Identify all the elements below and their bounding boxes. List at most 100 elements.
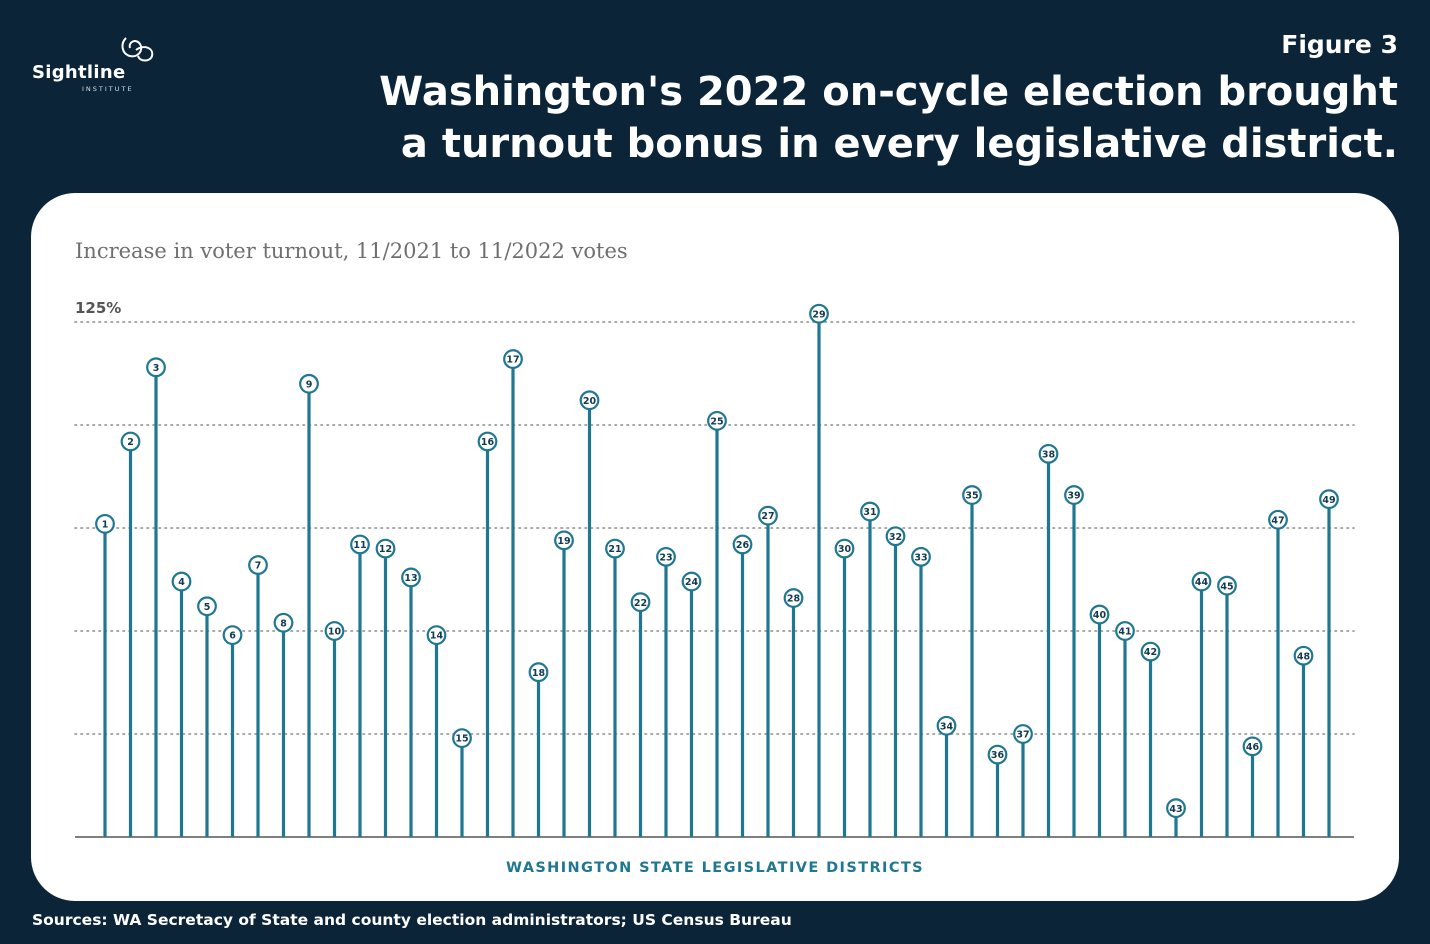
district-label-33: 33 [914, 552, 927, 563]
district-11-lollipop: 11 [350, 534, 370, 837]
marker-40 [1089, 604, 1110, 625]
district-label-28: 28 [787, 594, 801, 605]
y-tick-label: 125% [75, 299, 121, 317]
district-36-lollipop: 36 [987, 744, 1008, 837]
district-label-15: 15 [455, 734, 468, 745]
district-20-lollipop: 20 [579, 390, 600, 837]
district-5-lollipop: 5 [197, 596, 217, 837]
marker-4 [171, 571, 192, 592]
district-42-lollipop: 42 [1140, 641, 1161, 837]
district-label-8: 8 [280, 618, 287, 629]
district-label-20: 20 [583, 396, 597, 407]
district-25-lollipop: 25 [707, 410, 727, 837]
district-label-36: 36 [991, 750, 1005, 761]
district-27-lollipop: 27 [758, 505, 778, 837]
district-35-lollipop: 35 [962, 485, 982, 837]
district-label-32: 32 [889, 532, 902, 543]
district-49-lollipop: 49 [1319, 489, 1339, 837]
district-46-lollipop: 46 [1242, 736, 1263, 837]
marker-47 [1268, 509, 1288, 530]
marker-2 [120, 431, 141, 452]
marker-10 [324, 621, 345, 641]
district-44-lollipop: 44 [1191, 571, 1212, 837]
marker-13 [401, 567, 421, 588]
figure-label: Figure 3 [1281, 30, 1398, 59]
marker-46 [1242, 736, 1263, 757]
x-axis-label: Washington state legislative districts [505, 860, 925, 876]
district-label-41: 41 [1118, 627, 1131, 638]
marker-33 [911, 546, 931, 567]
district-label-29: 29 [812, 309, 825, 320]
district-10-lollipop: 10 [324, 621, 345, 837]
district-label-45: 45 [1220, 581, 1233, 592]
sightline-swirl-icon [121, 37, 154, 62]
district-37-lollipop: 37 [1013, 724, 1033, 837]
district-label-25: 25 [710, 416, 723, 427]
district-23-lollipop: 23 [656, 546, 676, 837]
district-1-lollipop: 1 [95, 513, 115, 837]
district-45-lollipop: 45 [1217, 575, 1237, 837]
marker-1 [95, 513, 115, 534]
marker-14 [426, 625, 447, 646]
district-28-lollipop: 28 [783, 588, 804, 837]
marker-38 [1038, 443, 1059, 464]
district-15-lollipop: 15 [452, 728, 472, 837]
brand-tagline: INSTITUTE [82, 85, 134, 93]
district-label-22: 22 [634, 598, 647, 609]
headline-line-1: Washington's 2022 on-cycle election brou… [379, 69, 1398, 115]
district-48-lollipop: 48 [1293, 645, 1314, 837]
district-label-16: 16 [481, 437, 495, 448]
district-39-lollipop: 39 [1064, 485, 1084, 837]
district-label-46: 46 [1246, 742, 1260, 753]
district-6-lollipop: 6 [222, 625, 243, 837]
district-label-14: 14 [430, 631, 444, 642]
district-label-38: 38 [1042, 449, 1056, 460]
district-label-18: 18 [532, 668, 546, 679]
district-label-47: 47 [1271, 515, 1284, 526]
district-label-43: 43 [1169, 804, 1182, 815]
marker-35 [962, 485, 982, 505]
district-43-lollipop: 43 [1166, 798, 1186, 837]
district-16-lollipop: 16 [477, 431, 498, 837]
district-label-12: 12 [379, 544, 392, 555]
marker-31 [860, 501, 880, 522]
district-14-lollipop: 14 [426, 625, 447, 837]
marker-44 [1191, 571, 1212, 592]
district-4-lollipop: 4 [171, 571, 192, 837]
district-3-lollipop: 3 [146, 357, 166, 837]
district-31-lollipop: 31 [860, 501, 880, 837]
marker-19 [554, 530, 574, 551]
district-label-44: 44 [1195, 577, 1209, 588]
district-19-lollipop: 19 [554, 530, 574, 837]
district-label-2: 2 [127, 437, 134, 448]
marker-20 [579, 390, 600, 411]
district-33-lollipop: 33 [911, 546, 931, 837]
district-label-49: 49 [1322, 495, 1335, 506]
district-label-19: 19 [557, 536, 570, 547]
marker-25 [707, 410, 727, 431]
marker-34 [936, 715, 957, 736]
district-label-35: 35 [965, 491, 978, 502]
marker-28 [783, 588, 804, 608]
marker-24 [681, 571, 702, 592]
marker-30 [834, 538, 855, 559]
district-label-48: 48 [1297, 651, 1311, 662]
district-label-30: 30 [838, 544, 852, 555]
district-label-40: 40 [1093, 610, 1107, 621]
district-label-4: 4 [178, 577, 185, 588]
district-label-6: 6 [229, 631, 236, 642]
marker-45 [1217, 575, 1237, 596]
district-12-lollipop: 12 [375, 538, 396, 837]
brand-name: Sightline [32, 62, 126, 83]
district-8-lollipop: 8 [273, 612, 294, 837]
district-label-3: 3 [153, 363, 160, 374]
marker-43 [1166, 798, 1186, 819]
marker-29 [809, 303, 829, 324]
marker-17 [503, 349, 523, 369]
headline-line-2: a turnout bonus in every legislative dis… [400, 121, 1398, 167]
district-label-34: 34 [940, 721, 954, 732]
district-7-lollipop: 7 [248, 555, 268, 837]
marker-22 [630, 592, 651, 613]
district-41-lollipop: 41 [1115, 621, 1135, 837]
district-label-11: 11 [353, 540, 366, 551]
